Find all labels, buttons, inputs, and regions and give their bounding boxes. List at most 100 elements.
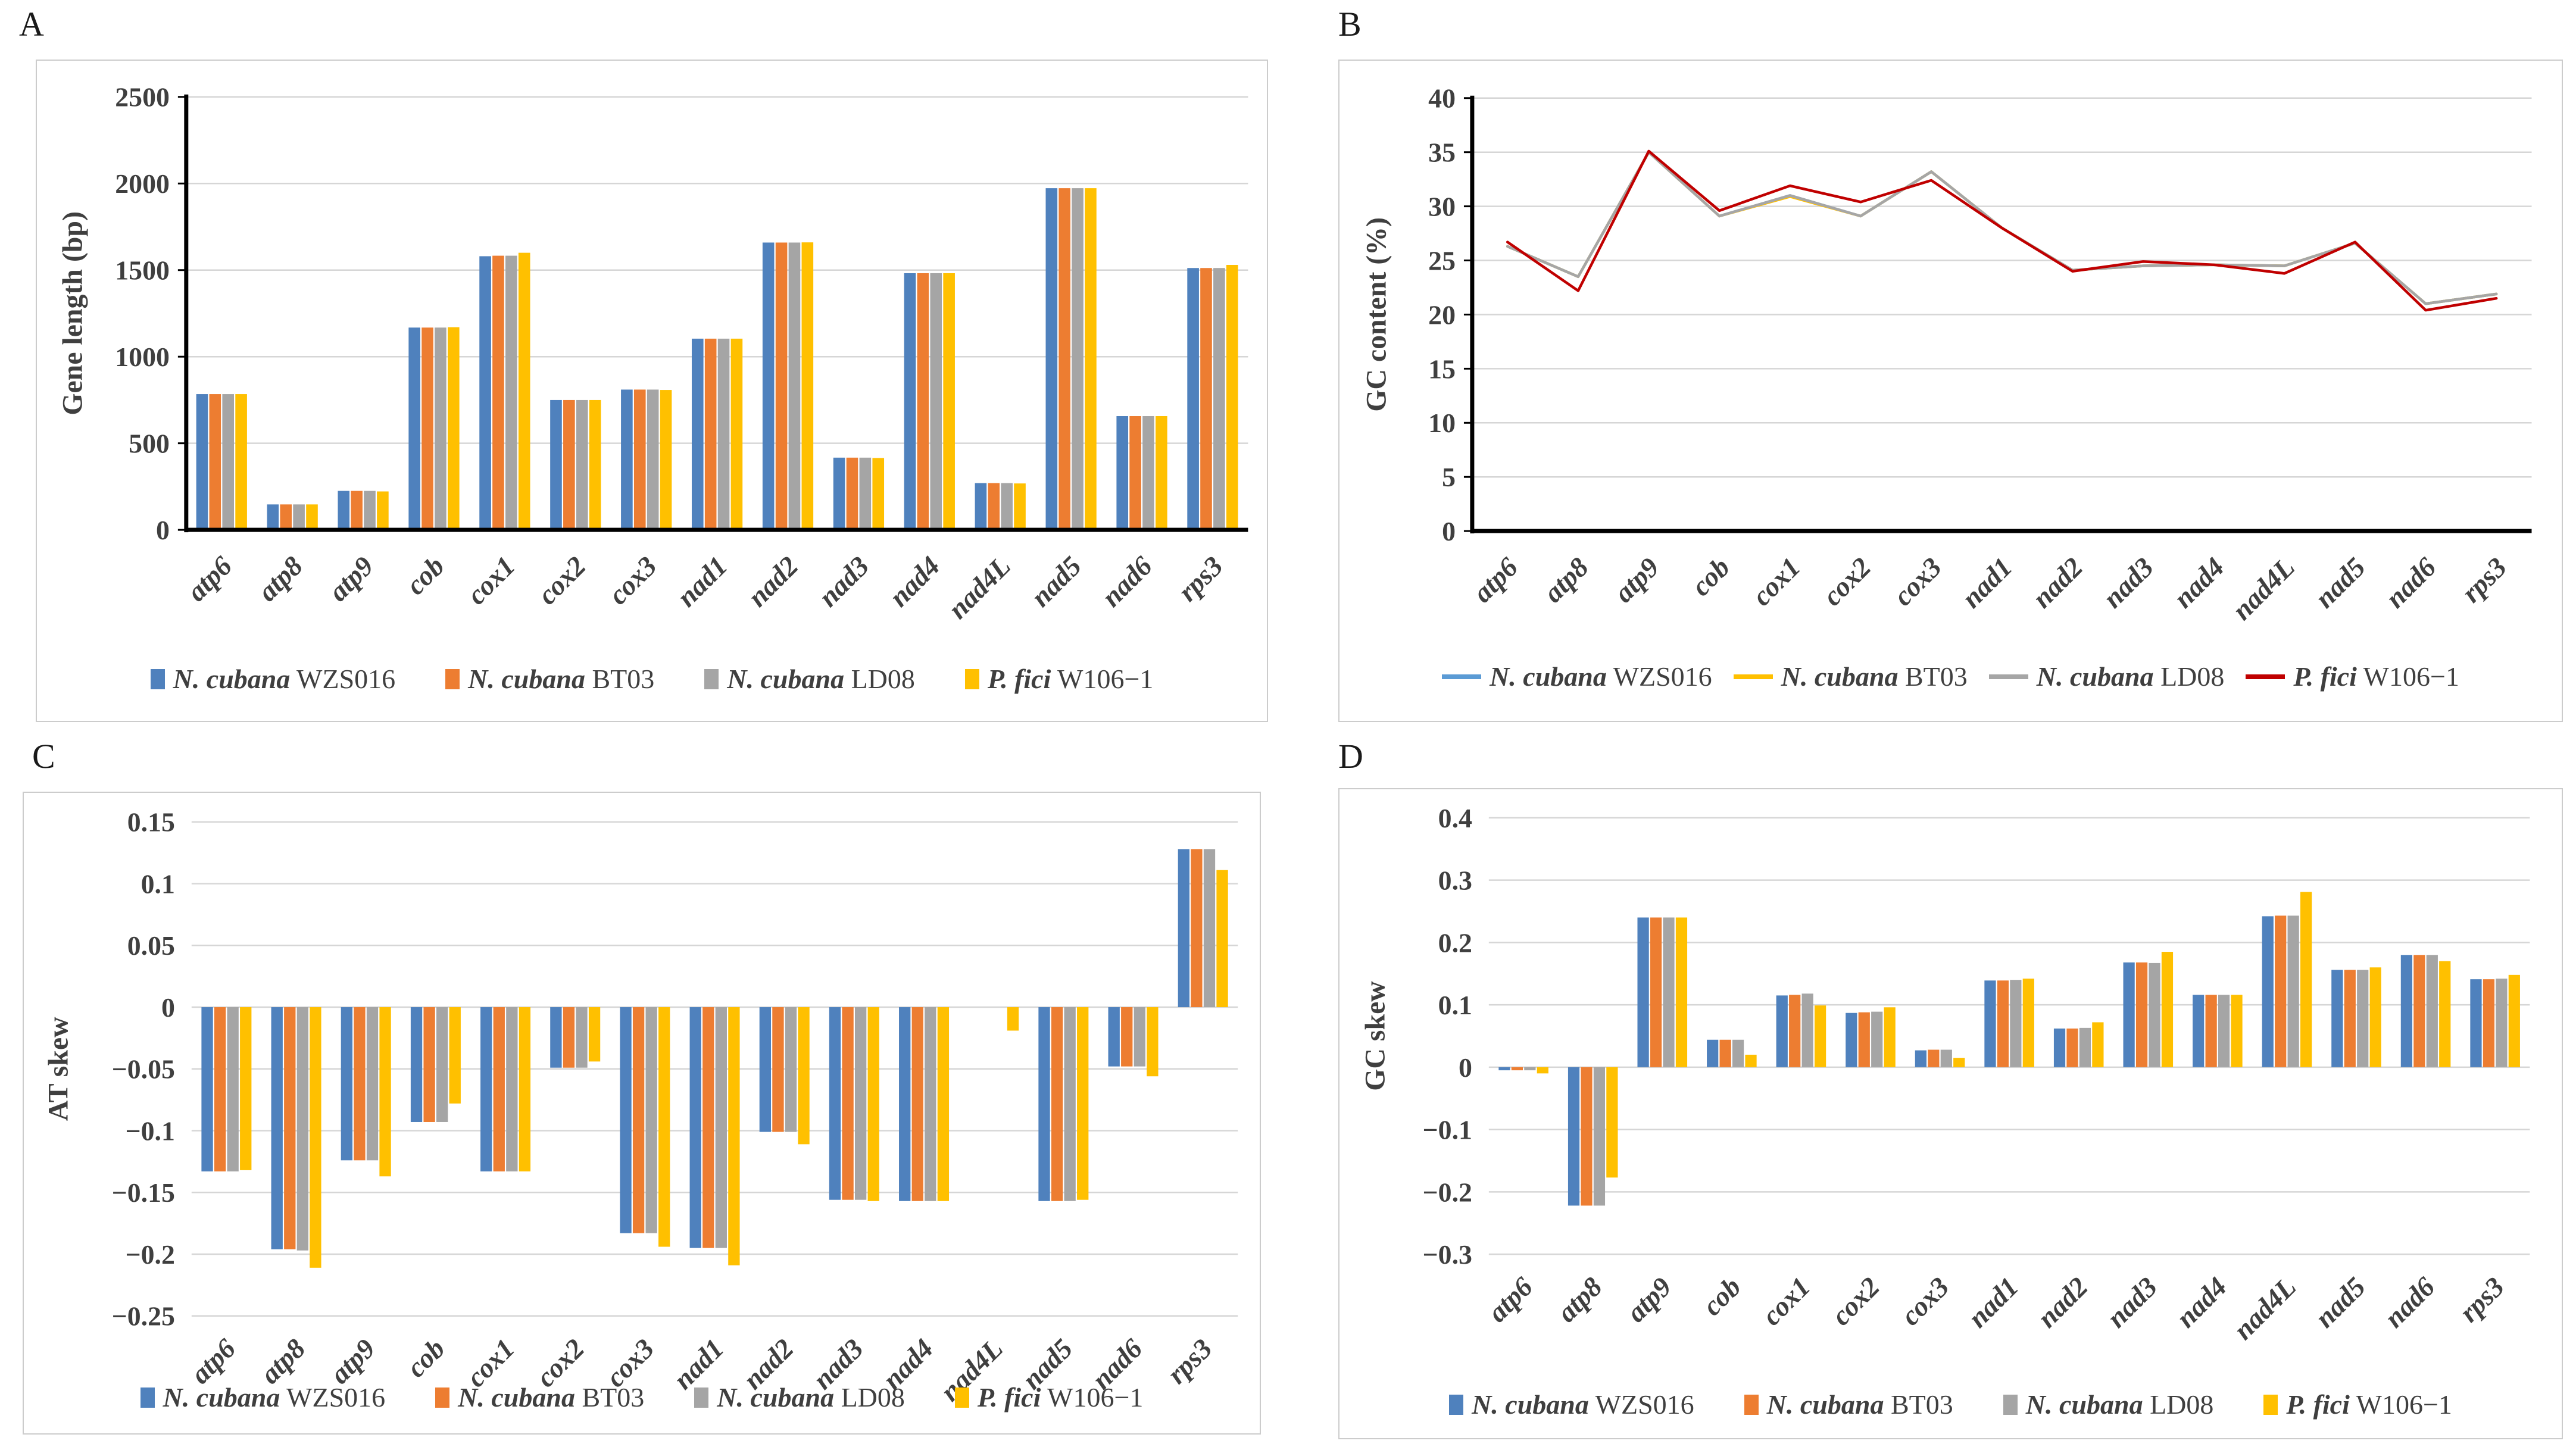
legend-strain-name: LD08	[2153, 661, 2225, 692]
bar-cox1-s1	[493, 1007, 505, 1171]
y-axis-title: GC skew	[1359, 981, 1391, 1091]
legend-label: P. fici W106−1	[978, 1382, 1144, 1413]
bar-nad2-s2	[2079, 1027, 2091, 1067]
bar-nad3-s1	[842, 1007, 854, 1200]
panel-at-skew-chart: −0.25 −0.2 −0.15 −0.1 −0.05 0 0.05 0.1 0.15 atp6 a…	[23, 792, 1261, 1435]
legend-swatch-icon	[140, 1387, 155, 1408]
y-tick-label: 0.1	[1438, 990, 1472, 1020]
bar-nad5-s3	[2369, 967, 2381, 1067]
bar-nad3-s3	[2161, 952, 2174, 1067]
legend-strain-name: W106−1	[2349, 1389, 2452, 1420]
bar-cox1-s3	[518, 252, 530, 530]
legend: N. cubana WZS016 N. cubana BT03 N. cubana …	[1339, 661, 2562, 692]
bar-nad6-s2	[1134, 1007, 1145, 1067]
x-category-label: nad5	[2309, 552, 2372, 614]
bar-cox1-s1	[1789, 995, 1801, 1067]
bar-nad2-s0	[759, 1007, 772, 1132]
legend-item: P. fici W106−1	[954, 1382, 1144, 1413]
bar-cob-s0	[408, 327, 420, 530]
bar-nad1-s3	[730, 338, 743, 530]
legend-swatch-icon	[2263, 1394, 2278, 1415]
legend-label: N. cubana WZS016	[163, 1382, 386, 1413]
y-tick-label: 0.2	[1438, 927, 1472, 958]
bar-cox3-s1	[632, 1007, 645, 1233]
legend-item: N. cubana WZS016	[1449, 1389, 1694, 1420]
legend-species-name: P. fici	[2293, 661, 2357, 692]
x-category-label: cox2	[1826, 1271, 1886, 1332]
bar-nad6-s3	[1156, 416, 1167, 530]
bar-nad4-s3	[943, 273, 955, 530]
bar-nad1-s0	[1984, 980, 1996, 1067]
bar-atp6-s1	[214, 1007, 226, 1171]
bar-nad3-s0	[2123, 962, 2135, 1067]
line-series-s3	[1506, 149, 2498, 312]
x-category-label: cob	[400, 551, 451, 601]
bar-nad3-s0	[833, 457, 845, 530]
bar-atp8-s0	[1568, 1067, 1580, 1206]
x-category-label: nad5	[1025, 551, 1088, 613]
legend-item: N. cubana WZS016	[140, 1382, 386, 1413]
bar-nad2-s1	[2066, 1028, 2078, 1067]
bar-atp9-s1	[354, 1007, 366, 1161]
legend-label: N. cubana BT03	[1781, 661, 1968, 692]
y-tick-label: 30	[1428, 192, 1456, 222]
y-tick-label: 25	[1428, 245, 1456, 276]
x-category-label: atp9	[1620, 1271, 1678, 1329]
y-tick-label: 1000	[115, 342, 170, 372]
bar-nad1-s0	[689, 1007, 701, 1248]
bar-nad2-s2	[788, 242, 801, 530]
y-tick-label: 0	[161, 992, 175, 1023]
legend-label: P. fici W106−1	[2286, 1389, 2452, 1420]
legend-species-name: N. cubana	[717, 1382, 835, 1412]
bar-nad1-s0	[691, 338, 704, 530]
bar-nad1-s2	[715, 1007, 727, 1248]
x-category-label: atp9	[1609, 552, 1666, 609]
bar-cob-s1	[1719, 1039, 1731, 1067]
y-tick-label: 0.4	[1438, 803, 1472, 833]
legend-line-icon	[1733, 674, 1773, 679]
x-category-label: nad4	[2168, 552, 2230, 614]
bar-nad6-s3	[1147, 1007, 1159, 1077]
legend-line-icon	[1442, 674, 1482, 679]
bar-nad3-s2	[2149, 962, 2160, 1067]
bar-rps3-s2	[2496, 979, 2508, 1067]
x-category-label: cox3	[602, 551, 663, 611]
panel-gc-content-chart: 0 5 10 15 20 25 30 35 40 atp6 atp8 atp9 cob cox1 cox2 c…	[1338, 60, 2563, 722]
legend-item: N. cubana LD08	[2003, 1389, 2214, 1420]
panel-gene-length-chart: 0 500 1000 1500 2000 2500 atp6 atp8 atp9 cob cox1 c…	[36, 60, 1268, 722]
legend-swatch-icon	[2003, 1394, 2018, 1415]
legend-strain-name: BT03	[1898, 661, 1968, 692]
bar-cox2-s2	[576, 1007, 588, 1068]
bar-nad4-s2	[925, 1007, 936, 1201]
x-category-label: atp8	[252, 551, 309, 608]
legend-label: P. fici W106−1	[988, 663, 1154, 695]
bar-atp9-s2	[366, 1007, 379, 1161]
y-tick-label: −0.2	[1423, 1177, 1472, 1207]
legend-label: N. cubana BT03	[468, 663, 654, 695]
bar-atp9-s0	[1637, 917, 1649, 1067]
bar-atp9-s1	[1650, 917, 1662, 1067]
legend-label: N. cubana LD08	[2026, 1389, 2214, 1420]
legend-line-icon	[2246, 674, 2285, 679]
legend-swatch-icon	[1744, 1394, 1759, 1415]
legend-label: N. cubana WZS016	[1490, 661, 1712, 692]
bar-rps3-s2	[1203, 849, 1216, 1008]
bar-cox3-s3	[660, 390, 672, 530]
legend-species-name: N. cubana	[2036, 661, 2154, 692]
bar-nad4L-s3	[1007, 1007, 1019, 1031]
legend-label: N. cubana LD08	[2037, 661, 2225, 692]
bar-cob-s3	[447, 327, 460, 530]
bar-atp8-s3	[1606, 1067, 1618, 1178]
y-tick-label: 0.1	[141, 868, 175, 899]
bar-cox1-s3	[1814, 1005, 1826, 1067]
bar-atp9-s2	[1663, 917, 1675, 1067]
legend-strain-name: W106−1	[2356, 661, 2459, 692]
legend: N. cubana WZS016 N. cubana BT03 N. cubana …	[37, 663, 1267, 695]
y-tick-label: 0	[1442, 516, 1456, 546]
legend-item: N. cubana BT03	[1744, 1389, 1953, 1420]
legend-item: N. cubana LD08	[704, 663, 915, 695]
bar-atp6-s0	[196, 394, 208, 530]
bar-cox3-s3	[658, 1007, 670, 1247]
bar-nad1-s3	[2022, 979, 2034, 1067]
x-category-label: rps3	[2456, 552, 2513, 609]
